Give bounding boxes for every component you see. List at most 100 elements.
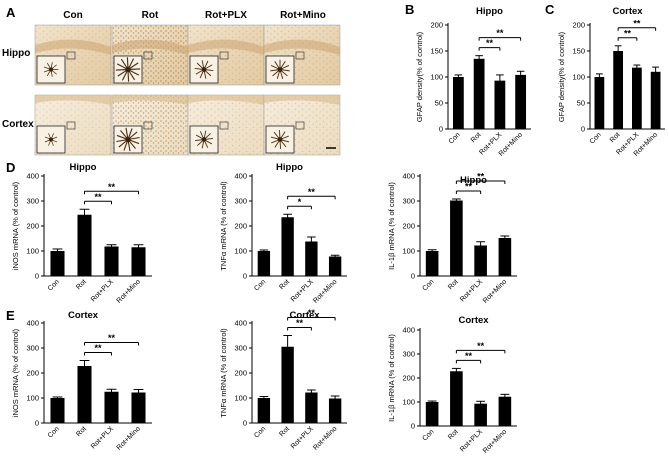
chart-title: Hippo [476, 6, 503, 17]
x-tick-label: Rot [75, 278, 88, 291]
significance-label: ** [108, 333, 116, 343]
x-tick-label: Rot [278, 278, 291, 291]
y-tick-label: 200 [402, 222, 415, 231]
y-axis-label: IL-1β mRNA (% of control) [387, 182, 396, 270]
significance-label: ** [496, 28, 504, 38]
y-tick-label: 400 [234, 319, 247, 328]
significance-label: ** [465, 182, 473, 192]
x-tick-label: Con [253, 278, 267, 292]
micrograph-row-hippo: Hippo [2, 48, 30, 59]
x-tick-label: Rot+Mino [116, 425, 142, 451]
x-tick-label: Con [448, 131, 462, 145]
y-tick-label: 0 [35, 272, 39, 281]
y-tick-label: 50 [577, 99, 585, 108]
y-tick-label: 0 [411, 272, 415, 281]
micrograph-tile [112, 95, 188, 155]
y-tick-label: 200 [26, 222, 39, 231]
bar [595, 77, 605, 129]
micrograph-column-rot-plx: Rot+PLX [205, 10, 247, 21]
y-tick-label: 200 [402, 374, 415, 383]
chart-title: Cortex [458, 315, 489, 326]
bar [305, 242, 317, 277]
significance-label: ** [624, 28, 632, 38]
bar [515, 75, 526, 129]
bar [104, 392, 118, 423]
y-tick-label: 0 [35, 419, 39, 428]
chart-title: Hippo [70, 162, 97, 173]
bar [131, 393, 145, 424]
chart-title: Hippo [276, 162, 303, 173]
bar [499, 397, 512, 426]
x-tick-label: Rot+Mino [312, 278, 338, 304]
x-tick-label: Con [422, 428, 436, 442]
significance-label: ** [633, 18, 641, 28]
significance-label: ** [486, 38, 494, 48]
significance-label: ** [308, 187, 316, 197]
micrograph-tile [35, 95, 111, 155]
y-tick-label: 200 [572, 21, 585, 30]
y-axis-label: TNFα mRNA (% of control) [219, 328, 228, 418]
x-tick-label: Con [422, 278, 436, 292]
y-tick-label: 400 [26, 319, 39, 328]
bar [474, 246, 487, 277]
significance-label: ** [108, 182, 116, 192]
y-tick-label: 300 [402, 197, 415, 206]
chart-e2: Cortex 0 100 200 300 400 TNFα mRNA (% of contr… [219, 308, 347, 452]
y-tick-label: 300 [26, 197, 39, 206]
y-tick-label: 150 [572, 47, 585, 56]
panel-letter-a: A [6, 5, 16, 20]
x-tick-label: Rot+PLX [459, 428, 484, 453]
micrograph-column-rot-mino: Rot+Mino [280, 10, 326, 21]
micrograph-tile [188, 25, 264, 85]
x-tick-label: Rot+Mino [312, 425, 338, 451]
chart-title: Cortex [612, 6, 643, 17]
y-axis-label: TNFα mRNA (% of control) [219, 181, 228, 271]
significance-label: ** [477, 172, 485, 182]
significance-label: ** [308, 308, 316, 318]
bar [453, 77, 464, 129]
chart-title: Cortex [289, 310, 320, 321]
x-tick-label: Con [253, 425, 267, 439]
y-tick-label: 100 [234, 394, 247, 403]
bar [50, 251, 64, 276]
y-tick-label: 50 [435, 99, 443, 108]
bar [329, 399, 341, 424]
significance-label: ** [94, 192, 102, 202]
significance-label: * [298, 197, 302, 207]
bar [450, 201, 463, 277]
panel-letter-e: E [6, 308, 15, 323]
y-tick-label: 0 [243, 419, 247, 428]
y-tick-label: 200 [234, 222, 247, 231]
y-tick-label: 100 [26, 394, 39, 403]
bar [651, 72, 661, 129]
y-tick-label: 100 [234, 247, 247, 256]
bar [281, 217, 293, 276]
x-tick-label: Rot+PLX [90, 278, 115, 303]
y-tick-label: 200 [430, 21, 443, 30]
y-tick-label: 100 [572, 73, 585, 82]
bar [426, 402, 439, 426]
y-tick-label: 300 [234, 344, 247, 353]
y-tick-label: 0 [243, 272, 247, 281]
panel-letter-c: C [545, 2, 555, 17]
y-tick-label: 300 [402, 350, 415, 359]
y-tick-label: 300 [26, 344, 39, 353]
y-tick-label: 100 [26, 247, 39, 256]
y-tick-label: 200 [234, 369, 247, 378]
bar [131, 247, 145, 276]
significance-label: ** [296, 318, 304, 328]
bar [258, 398, 270, 423]
y-tick-label: 100 [402, 247, 415, 256]
significance-label: ** [465, 351, 473, 361]
y-tick-label: 0 [581, 125, 585, 134]
x-tick-label: Con [47, 278, 61, 292]
bar [474, 404, 487, 426]
panel-letter-b: B [405, 2, 414, 17]
bar [494, 81, 505, 129]
x-tick-label: Rot [75, 425, 88, 438]
y-axis-label: IL-1β mRNA (% of control) [387, 334, 396, 422]
